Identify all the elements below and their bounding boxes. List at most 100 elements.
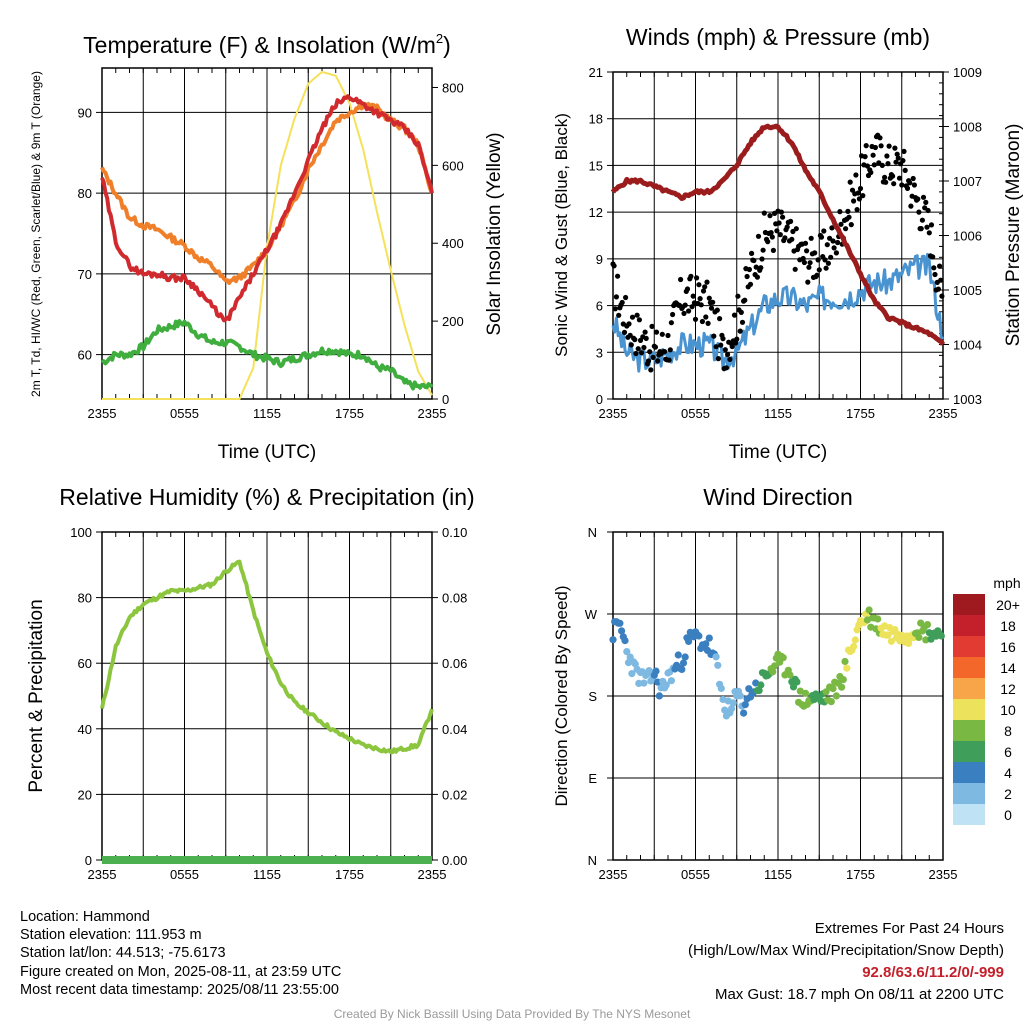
gust-point <box>870 152 876 158</box>
gust-point <box>916 209 922 215</box>
gust-point <box>838 221 844 227</box>
direction-point <box>769 668 777 676</box>
gust-point <box>886 143 892 149</box>
gust-point <box>722 347 728 353</box>
gust-point <box>824 242 830 248</box>
gust-point <box>805 279 811 285</box>
gust-point <box>830 238 836 244</box>
gust-point <box>915 196 921 202</box>
gust-point <box>822 257 828 263</box>
legend-swatch <box>953 678 985 699</box>
gust-point <box>688 273 694 279</box>
gust-point <box>925 207 931 214</box>
winds-title: Winds (mph) & Pressure (mb) <box>626 24 930 50</box>
gust-point <box>659 331 665 337</box>
direction-point <box>645 667 653 675</box>
temp-y2tick-label: 600 <box>442 158 464 173</box>
temp-xtick-label: 1755 <box>335 406 364 421</box>
gust-point <box>878 143 884 149</box>
winds-xtick-label: 1755 <box>846 406 875 421</box>
temp-y2tick-label: 400 <box>442 236 464 251</box>
legend-swatch <box>953 741 985 762</box>
gust-point <box>872 144 879 151</box>
station-pressure-line <box>610 123 946 346</box>
gust-point <box>744 273 750 280</box>
gust-point <box>784 224 790 230</box>
direction-point <box>923 621 932 629</box>
gust-point <box>900 158 906 164</box>
legend-swatch <box>953 804 985 825</box>
rh-xtick-label: 2355 <box>418 867 447 882</box>
gust-point <box>856 196 863 202</box>
gust-point <box>747 281 754 287</box>
temp-xtick-label: 1155 <box>253 406 281 421</box>
gust-point <box>937 263 943 269</box>
direction-point <box>741 701 749 709</box>
gust-point <box>684 286 691 292</box>
gust-point <box>611 263 617 269</box>
gust-point <box>920 194 927 200</box>
dir-xtick-label: 2355 <box>929 867 958 882</box>
gust-point <box>670 311 676 318</box>
gust-point <box>641 344 647 351</box>
gust-point <box>705 320 711 326</box>
winds-ytick-label: 21 <box>589 65 603 80</box>
gust-point <box>754 274 761 280</box>
gust-point <box>758 265 764 271</box>
direction-point <box>801 689 810 697</box>
temperature-title: Temperature (F) & Insolation (W/m2) <box>83 31 451 58</box>
direction-point <box>736 692 744 700</box>
direction-point <box>628 670 636 678</box>
gust-point <box>753 264 759 270</box>
direction-point <box>640 679 648 687</box>
direction-point <box>937 632 945 640</box>
gust-point <box>666 357 672 363</box>
direction-point <box>740 709 748 717</box>
info-latlon: Station lat/lon: 44.513; -75.6173 <box>20 945 226 962</box>
gust-point <box>778 209 785 215</box>
winds-ytick-label: 18 <box>589 112 603 127</box>
dir-ylabel: Direction (Colored By Speed) <box>552 585 571 806</box>
gust-point <box>851 198 857 204</box>
gust-point <box>717 316 723 322</box>
winds-ytick-label: 9 <box>596 252 603 267</box>
gust-point <box>697 296 703 302</box>
winds-xtick-label: 2355 <box>929 406 958 421</box>
gust-point <box>714 307 720 313</box>
gust-point <box>629 314 636 320</box>
winds-y2tick-label: 1004 <box>953 338 982 353</box>
gust-point <box>845 208 851 214</box>
gust-point <box>901 148 907 154</box>
direction-point <box>655 692 664 700</box>
rh-ytick-label: 100 <box>70 525 92 540</box>
gust-point <box>919 217 926 223</box>
gust-point <box>708 305 715 311</box>
gust-point <box>755 233 762 239</box>
gust-point <box>939 293 945 299</box>
relative-humidity-line <box>100 559 434 755</box>
gust-point <box>804 248 810 254</box>
gust-point <box>774 228 780 234</box>
gust-point <box>890 173 896 179</box>
rh-y2tick-label: 0.04 <box>442 722 467 737</box>
gust-point <box>904 185 911 191</box>
gust-point <box>703 314 709 320</box>
gust-point <box>662 349 668 355</box>
gust-point <box>862 154 868 160</box>
gust-point <box>800 255 806 262</box>
winds-y2label: Station Pressure (Maroon) <box>1003 124 1024 347</box>
winds-y2tick-label: 1003 <box>953 392 982 407</box>
gust-point <box>815 257 821 263</box>
info-elevation: Station elevation: 111.953 m <box>20 927 202 944</box>
dir-xtick-label: 0555 <box>681 867 710 882</box>
direction-point <box>652 667 660 675</box>
temp-ytick-label: 70 <box>78 267 92 282</box>
gust-point <box>782 235 788 241</box>
extremes-subtitle: (High/Low/Max Wind/Precipitation/Snow De… <box>688 942 1004 959</box>
gust-point <box>868 169 874 176</box>
direction-point <box>695 632 703 640</box>
rh-xtick-label: 2355 <box>88 867 117 882</box>
gust-point <box>821 228 827 234</box>
dir-xtick-label: 1755 <box>846 867 875 882</box>
